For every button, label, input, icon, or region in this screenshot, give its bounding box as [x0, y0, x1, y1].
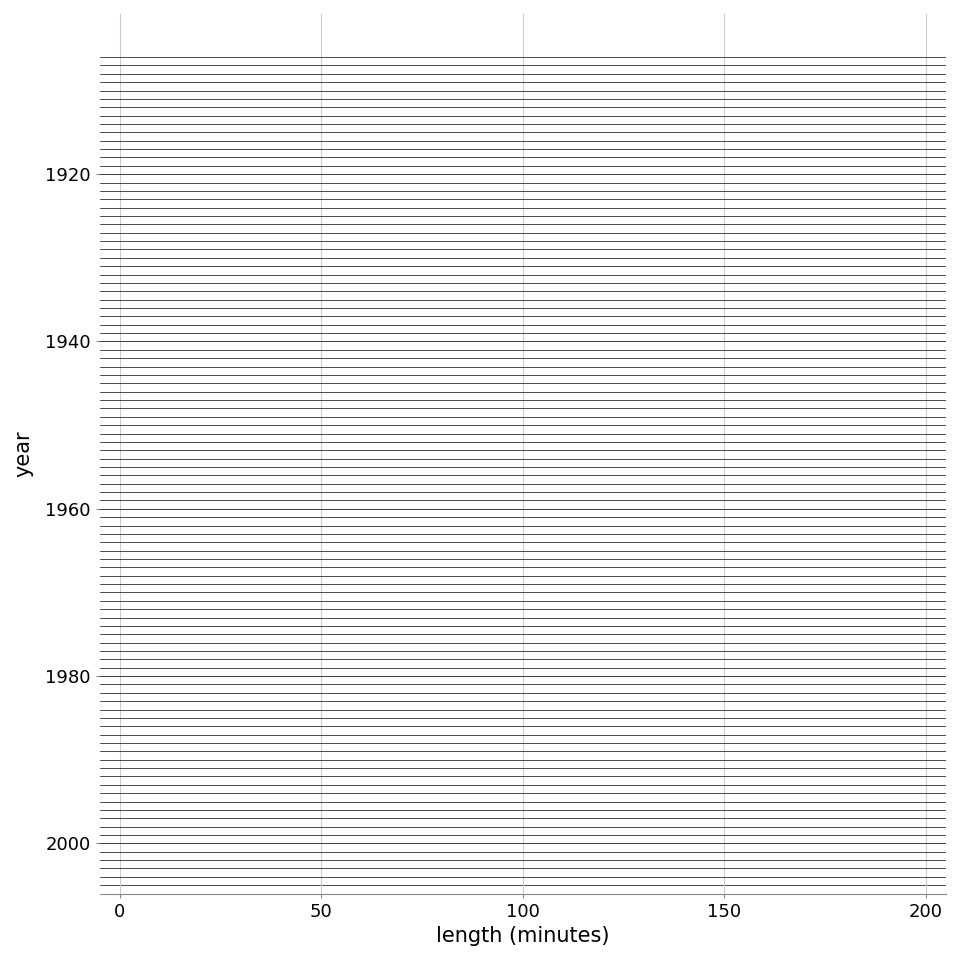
Y-axis label: year: year	[13, 430, 34, 477]
X-axis label: length (minutes): length (minutes)	[436, 926, 610, 947]
